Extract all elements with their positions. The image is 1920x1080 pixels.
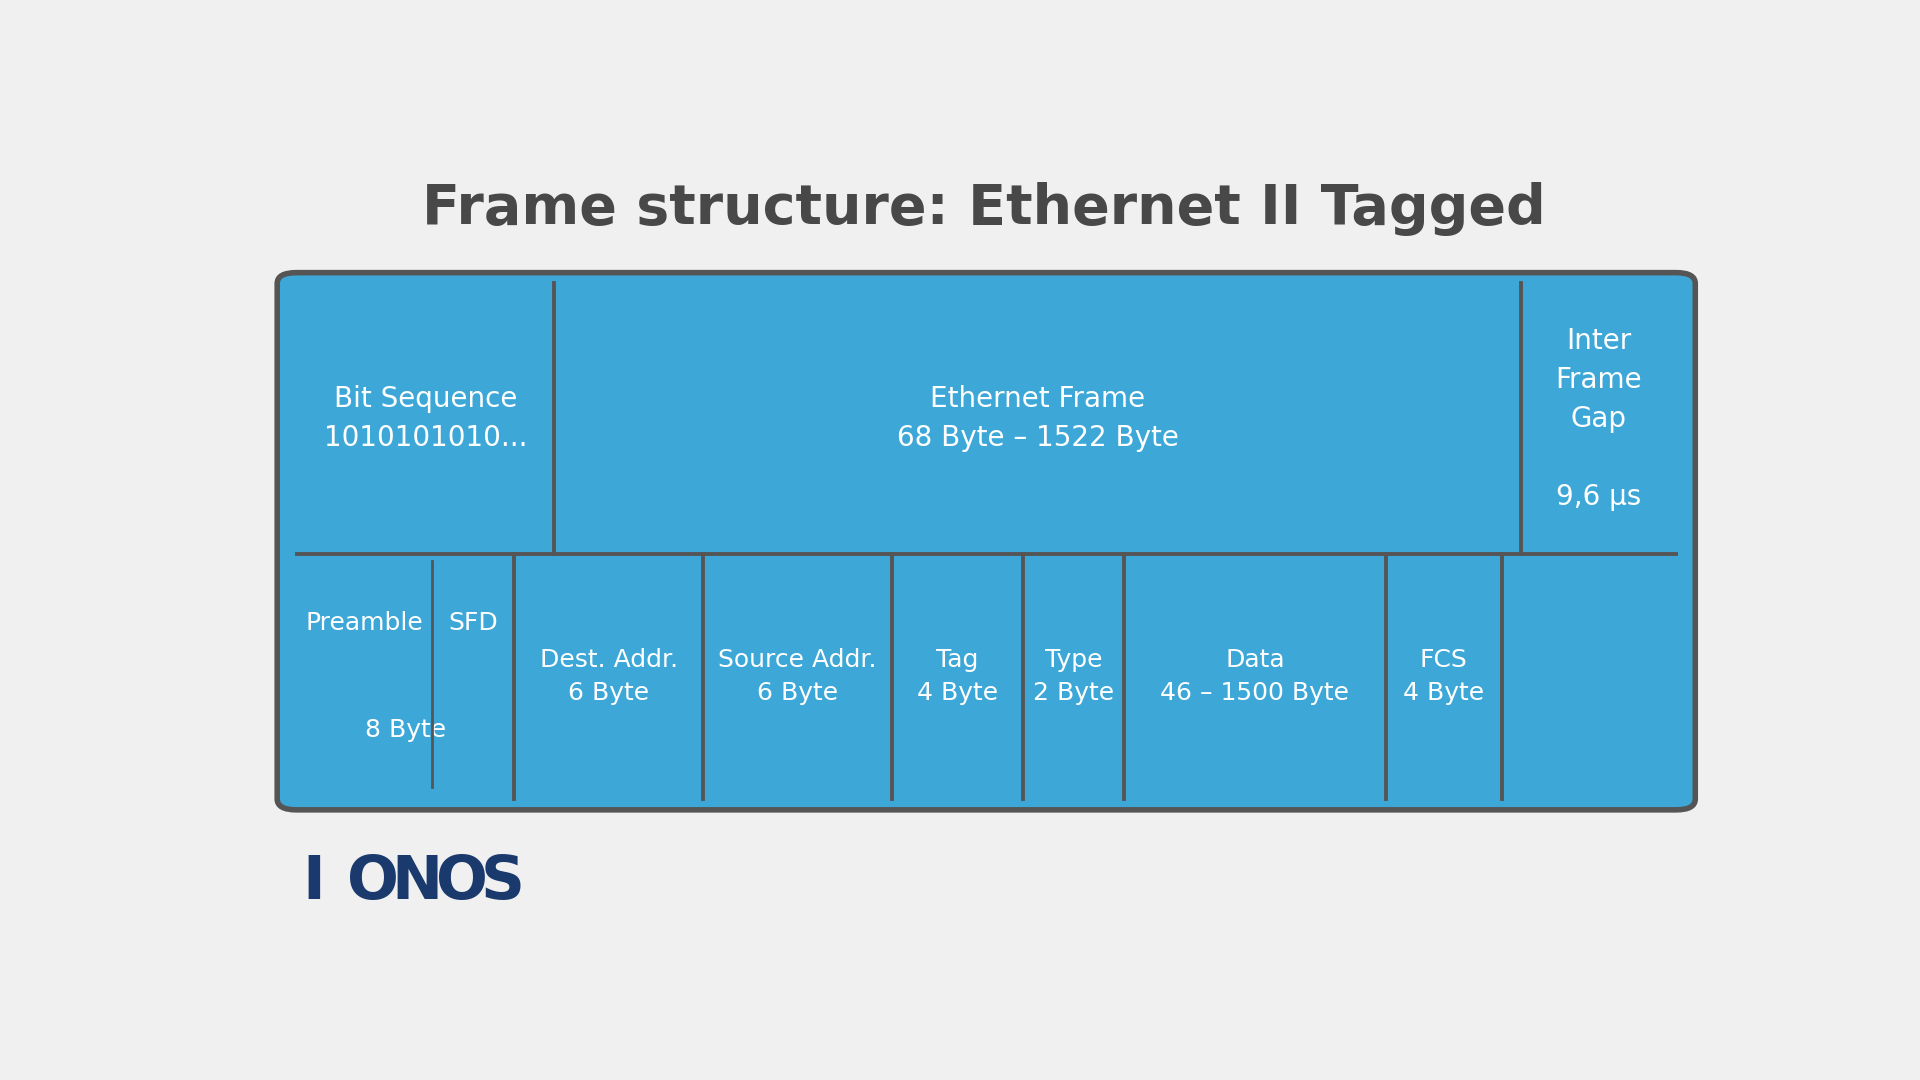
Text: Bit Sequence
1010101010...: Bit Sequence 1010101010... <box>324 386 528 453</box>
Text: O: O <box>436 853 488 912</box>
Text: Source Addr.
6 Byte: Source Addr. 6 Byte <box>718 648 877 705</box>
Text: Type
2 Byte: Type 2 Byte <box>1033 648 1114 705</box>
Text: 8 Byte: 8 Byte <box>365 718 445 742</box>
Text: Frame structure: Ethernet II Tagged: Frame structure: Ethernet II Tagged <box>422 181 1546 235</box>
Text: O: O <box>348 853 399 912</box>
Text: Tag
4 Byte: Tag 4 Byte <box>916 648 998 705</box>
Text: Dest. Addr.
6 Byte: Dest. Addr. 6 Byte <box>540 648 678 705</box>
Text: Ethernet Frame
68 Byte – 1522 Byte: Ethernet Frame 68 Byte – 1522 Byte <box>897 386 1179 453</box>
Text: I: I <box>303 853 324 912</box>
Text: Preamble: Preamble <box>305 610 422 635</box>
Text: Inter
Frame
Gap

9,6 μs: Inter Frame Gap 9,6 μs <box>1555 327 1642 511</box>
Text: N: N <box>392 853 444 912</box>
Text: Data
46 – 1500 Byte: Data 46 – 1500 Byte <box>1160 648 1350 705</box>
Text: FCS
4 Byte: FCS 4 Byte <box>1404 648 1484 705</box>
FancyBboxPatch shape <box>276 272 1695 810</box>
Text: S: S <box>482 853 524 912</box>
Text: SFD: SFD <box>447 610 497 635</box>
